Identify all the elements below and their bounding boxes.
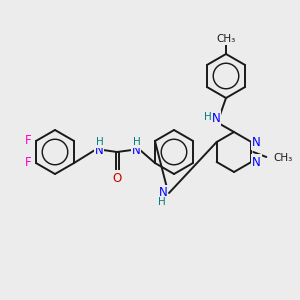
Text: N: N	[252, 136, 261, 148]
Text: N: N	[212, 112, 220, 124]
Text: F: F	[25, 134, 31, 148]
Text: CH₃: CH₃	[216, 34, 236, 44]
Text: N: N	[252, 155, 261, 169]
Text: CH₃: CH₃	[273, 153, 292, 163]
Text: N: N	[94, 143, 103, 157]
Text: F: F	[25, 157, 31, 169]
Text: N: N	[132, 143, 140, 157]
Text: H: H	[96, 137, 104, 147]
Text: H: H	[158, 197, 166, 207]
Text: H: H	[133, 137, 141, 147]
Text: H: H	[204, 112, 212, 122]
Text: O: O	[112, 172, 122, 184]
Text: N: N	[159, 187, 167, 200]
